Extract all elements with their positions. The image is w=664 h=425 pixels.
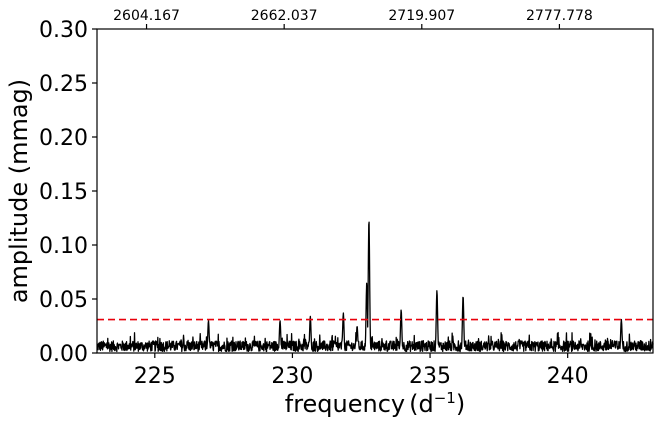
x-axis-label-close: ) [456,390,465,418]
x-axis-label: frequency (d−1) [285,389,465,418]
top-tick-label: 2777.778 [526,8,593,24]
x-tick-label: 230 [271,364,313,389]
left-axis: 0.00 0.05 0.10 0.15 0.20 0.25 0.30 [39,18,97,367]
plot-frame [96,28,654,354]
x-tick-label: 235 [409,364,451,389]
y-tick-label: 0.30 [39,18,88,43]
x-tick-label: 225 [134,364,176,389]
x-axis-label-exponent: −1 [434,389,456,407]
top-tick-label: 2662.037 [251,8,318,24]
y-tick-label: 0.10 [39,234,88,259]
top-tick-label: 2604.167 [113,8,180,24]
x-tick-label: 240 [547,364,589,389]
bottom-axis: 225 230 235 240 [134,353,589,389]
y-tick-label: 0.15 [39,180,88,205]
y-tick-label: 0.05 [39,288,88,313]
x-axis-label-open: ( [409,390,418,418]
x-axis-label-name: frequency [285,390,405,418]
y-tick-label: 0.20 [39,126,88,151]
y-axis-label: amplitude (mmag) [5,79,33,303]
y-tick-label: 0.25 [39,72,88,97]
y-tick-label: 0.00 [39,342,88,367]
top-tick-label: 2719.907 [388,8,455,24]
top-axis: 2604.167 2662.037 2719.907 2777.778 [113,8,593,29]
amplitude-spectrum-line [96,221,654,353]
x-axis-label-unit: d [419,390,434,418]
